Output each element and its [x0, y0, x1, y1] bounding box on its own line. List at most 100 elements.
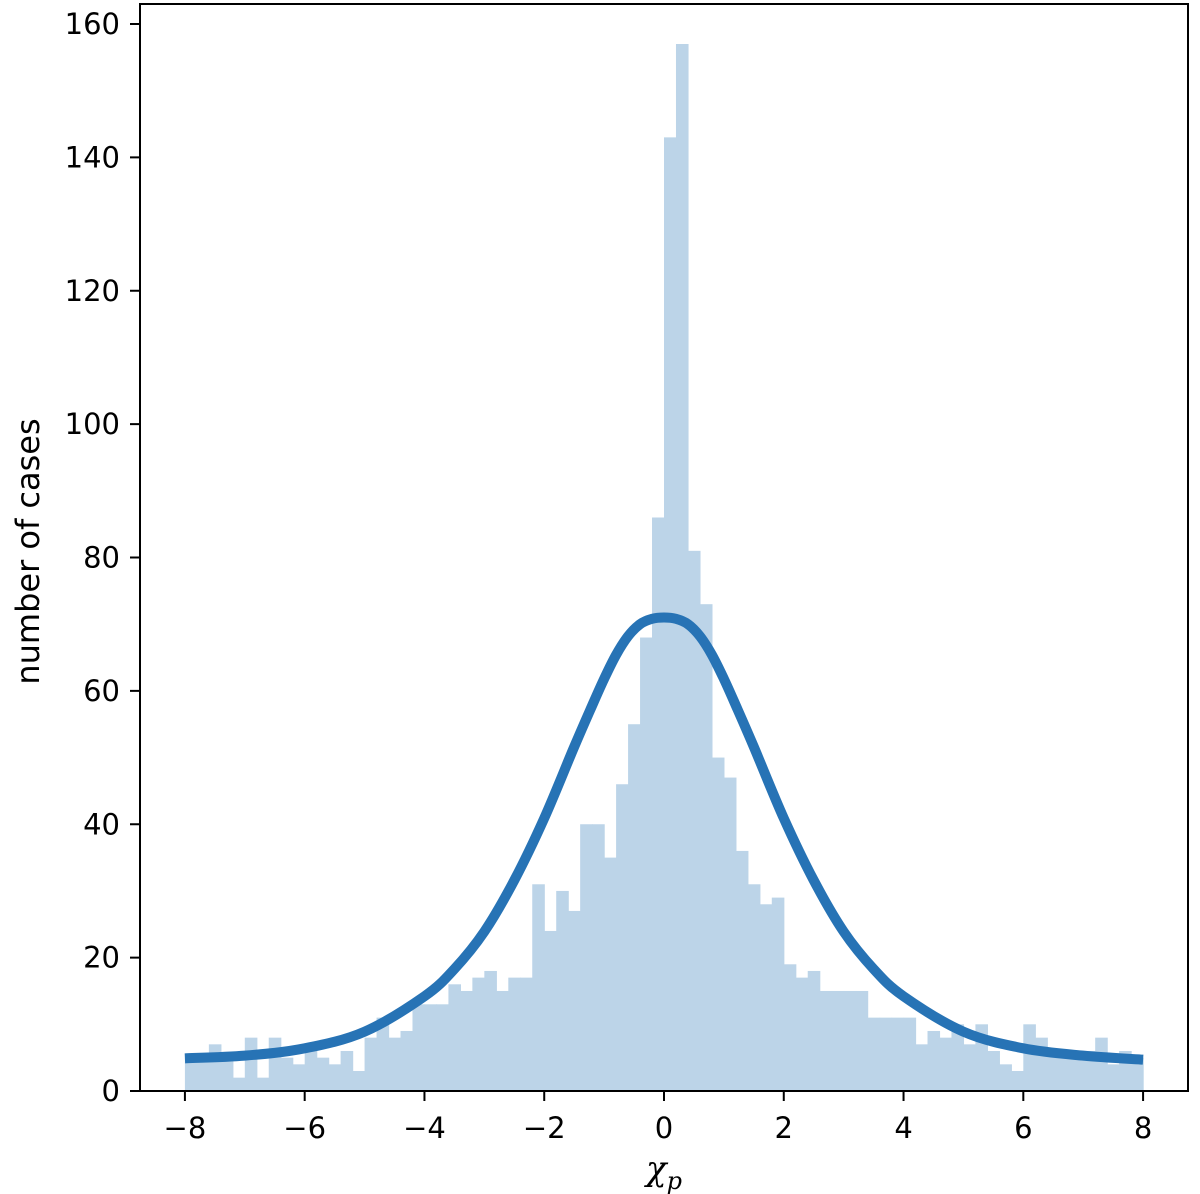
- y-tick-label: 160: [65, 7, 120, 41]
- histogram-bars: [184, 44, 1144, 1091]
- histogram-bar: [640, 637, 653, 1091]
- y-tick-label: 0: [102, 1074, 120, 1108]
- y-tick-label: 40: [83, 807, 120, 841]
- histogram-bar: [675, 44, 689, 1091]
- histogram-bar: [951, 1024, 965, 1091]
- histogram-bar: [1047, 1050, 1060, 1091]
- histogram-bar: [340, 1050, 354, 1091]
- histogram-bar: [556, 890, 569, 1091]
- x-tick-label: −4: [403, 1111, 446, 1145]
- histogram-bar: [460, 990, 473, 1091]
- histogram-bar: [699, 604, 713, 1091]
- histogram-bar: [376, 1017, 390, 1091]
- histogram-bar: [879, 1017, 893, 1091]
- histogram-bar: [783, 964, 797, 1091]
- histogram-bar: [412, 1004, 426, 1091]
- histogram-bar: [1071, 1057, 1084, 1091]
- histogram-bar: [244, 1037, 258, 1091]
- histogram-bar: [1131, 1057, 1144, 1091]
- histogram-bar: [256, 1077, 270, 1091]
- histogram-bar: [232, 1077, 246, 1091]
- histogram-bar: [436, 1004, 450, 1091]
- y-tick-label: 120: [65, 274, 120, 308]
- histogram-bar: [1011, 1070, 1024, 1091]
- histogram-bar: [1095, 1037, 1108, 1091]
- histogram-bar: [604, 857, 617, 1091]
- histogram-bar: [328, 1064, 342, 1091]
- histogram-bar: [220, 1057, 234, 1091]
- x-axis-label-symbol: χ: [644, 1149, 669, 1189]
- histogram-bar: [196, 1057, 210, 1091]
- histogram-bar: [484, 970, 497, 1091]
- histogram-bar: [735, 850, 749, 1091]
- histogram-bar: [520, 977, 533, 1091]
- x-tick-label: 6: [1014, 1111, 1032, 1145]
- histogram-bar: [999, 1064, 1012, 1091]
- histogram-bar: [292, 1064, 306, 1091]
- histogram-bar: [544, 930, 557, 1091]
- y-tick-label: 80: [83, 541, 120, 575]
- x-tick-label: 4: [894, 1111, 912, 1145]
- fit-curve: [184, 612, 1144, 1065]
- histogram-bar: [184, 1057, 198, 1091]
- histogram-bar: [652, 517, 665, 1091]
- histogram-bar: [388, 1037, 402, 1091]
- histogram-bar: [843, 990, 857, 1091]
- x-tick-label: 2: [775, 1111, 793, 1145]
- histogram-bar: [508, 977, 521, 1091]
- histogram-bar: [1023, 1024, 1036, 1091]
- histogram-bar: [963, 1044, 977, 1091]
- histogram-bar: [687, 550, 701, 1091]
- histogram-bar: [747, 884, 761, 1091]
- histogram-bar: [855, 990, 869, 1091]
- histogram-bar: [580, 824, 593, 1091]
- histogram-bar: [759, 904, 773, 1091]
- histogram-bar: [400, 1030, 414, 1091]
- fit-curve-layer: [184, 612, 1144, 1065]
- histogram-bar: [723, 777, 737, 1091]
- histogram-bar: [915, 1044, 929, 1091]
- histogram-bar: [987, 1050, 1000, 1091]
- histogram-bar: [903, 1017, 917, 1091]
- histogram-bar: [496, 990, 509, 1091]
- histogram-bar: [1059, 1050, 1072, 1091]
- histogram-bar: [616, 784, 629, 1091]
- y-tick-label: 100: [65, 407, 120, 441]
- y-tick-label: 140: [65, 140, 120, 174]
- histogram-bar: [771, 897, 785, 1091]
- x-tick-label: −8: [164, 1111, 207, 1145]
- histogram-bar: [364, 1037, 378, 1091]
- y-axis-label: number of cases: [9, 418, 47, 684]
- histogram-bar: [316, 1057, 330, 1091]
- histogram-bar: [831, 990, 845, 1091]
- x-axis: −8 −6 −4 −2 0 2 4 6 8: [164, 1091, 1152, 1145]
- x-tick-label: 0: [655, 1111, 673, 1145]
- histogram-bar: [304, 1044, 318, 1091]
- histogram-bar: [795, 977, 809, 1091]
- histogram-bar: [939, 1037, 953, 1091]
- histogram-bar: [807, 970, 821, 1091]
- histogram-bar: [268, 1037, 282, 1091]
- histogram-bar: [532, 884, 545, 1091]
- histogram-bar: [927, 1030, 941, 1091]
- x-tick-label: 8: [1134, 1111, 1152, 1145]
- histogram-bar: [592, 824, 605, 1091]
- x-axis-label: χp: [644, 1149, 682, 1194]
- histogram-bar: [711, 757, 725, 1091]
- x-tick-label: −6: [283, 1111, 326, 1145]
- histogram-bar: [208, 1044, 222, 1091]
- histogram-bar: [280, 1057, 294, 1091]
- histogram-bar: [424, 1004, 438, 1091]
- histogram-bar: [628, 724, 641, 1091]
- histogram-bar: [819, 990, 833, 1091]
- histogram-bar: [352, 1070, 366, 1091]
- x-tick-label: −2: [523, 1111, 566, 1145]
- y-tick-label: 60: [83, 674, 120, 708]
- histogram-bar: [1107, 1064, 1120, 1091]
- x-axis-label-subscript: p: [667, 1167, 682, 1194]
- y-tick-label: 20: [83, 941, 120, 975]
- histogram-bar: [867, 1017, 881, 1091]
- histogram-bar: [448, 984, 461, 1091]
